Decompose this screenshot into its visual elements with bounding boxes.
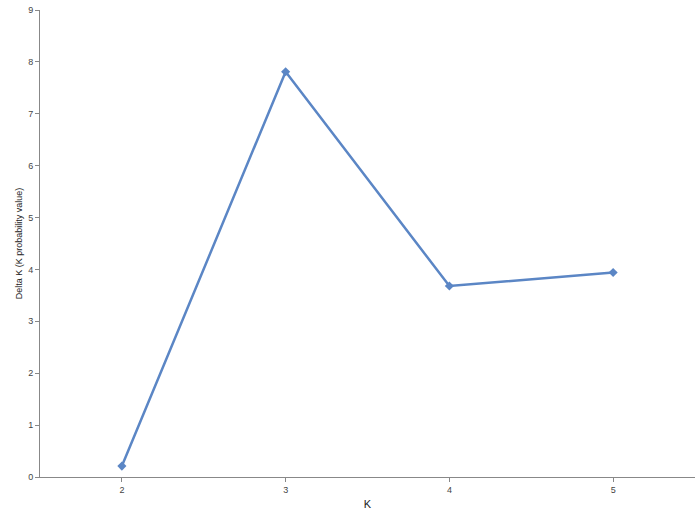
svg-text:7: 7	[28, 109, 33, 119]
svg-text:9: 9	[28, 5, 33, 15]
svg-text:1: 1	[28, 420, 33, 430]
svg-text:6: 6	[28, 161, 33, 171]
svg-text:8: 8	[28, 57, 33, 67]
svg-text:Delta K (K probability value): Delta K (K probability value)	[14, 188, 24, 300]
svg-text:K: K	[364, 498, 372, 510]
svg-text:5: 5	[611, 485, 616, 495]
svg-text:3: 3	[283, 485, 288, 495]
svg-text:4: 4	[28, 265, 33, 275]
svg-text:3: 3	[28, 316, 33, 326]
svg-text:2: 2	[119, 485, 124, 495]
svg-text:5: 5	[28, 213, 33, 223]
svg-text:0: 0	[28, 472, 33, 482]
svg-text:4: 4	[447, 485, 452, 495]
svg-text:2: 2	[28, 368, 33, 378]
